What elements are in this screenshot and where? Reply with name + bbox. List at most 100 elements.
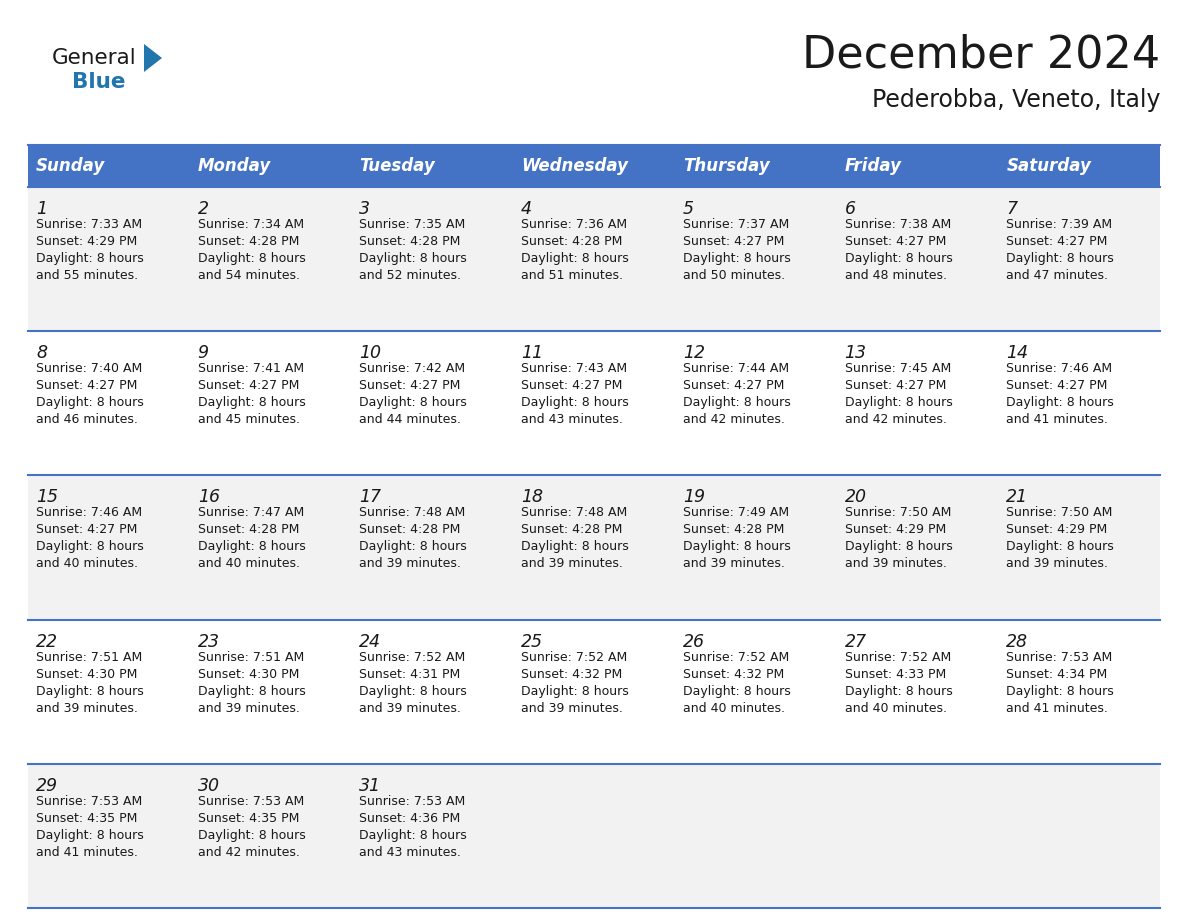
Text: Daylight: 8 hours: Daylight: 8 hours	[360, 829, 467, 842]
Text: and 40 minutes.: and 40 minutes.	[197, 557, 299, 570]
Text: Daylight: 8 hours: Daylight: 8 hours	[683, 397, 790, 409]
Text: 8: 8	[36, 344, 48, 363]
Text: Daylight: 8 hours: Daylight: 8 hours	[36, 252, 144, 265]
Text: Daylight: 8 hours: Daylight: 8 hours	[1006, 252, 1114, 265]
Text: and 45 minutes.: and 45 minutes.	[197, 413, 299, 426]
Text: Daylight: 8 hours: Daylight: 8 hours	[1006, 397, 1114, 409]
Text: 21: 21	[1006, 488, 1029, 507]
Text: Sunset: 4:30 PM: Sunset: 4:30 PM	[36, 667, 138, 680]
Bar	[675, 620, 836, 764]
Text: Sunrise: 7:40 AM: Sunrise: 7:40 AM	[36, 363, 143, 375]
Text: Monday: Monday	[197, 157, 271, 175]
Text: and 39 minutes.: and 39 minutes.	[360, 557, 461, 570]
Text: Sunrise: 7:53 AM: Sunrise: 7:53 AM	[197, 795, 304, 808]
Text: 12: 12	[683, 344, 704, 363]
Text: Daylight: 8 hours: Daylight: 8 hours	[360, 541, 467, 554]
Text: and 47 minutes.: and 47 minutes.	[1006, 269, 1108, 282]
Text: Daylight: 8 hours: Daylight: 8 hours	[1006, 541, 1114, 554]
Text: 9: 9	[197, 344, 209, 363]
Text: Daylight: 8 hours: Daylight: 8 hours	[197, 829, 305, 842]
Text: 30: 30	[197, 777, 220, 795]
Text: Sunrise: 7:47 AM: Sunrise: 7:47 AM	[197, 507, 304, 520]
Text: 5: 5	[683, 200, 694, 218]
Bar	[29, 764, 190, 908]
Text: Sunrise: 7:52 AM: Sunrise: 7:52 AM	[845, 651, 950, 664]
Text: Wednesday: Wednesday	[522, 157, 628, 175]
Text: Blue: Blue	[72, 72, 126, 92]
Text: 3: 3	[360, 200, 371, 218]
Text: and 40 minutes.: and 40 minutes.	[683, 701, 785, 714]
Text: and 50 minutes.: and 50 minutes.	[683, 269, 785, 282]
Bar	[190, 620, 352, 764]
Text: Sunrise: 7:53 AM: Sunrise: 7:53 AM	[36, 795, 143, 808]
Bar	[352, 145, 513, 187]
Text: 16: 16	[197, 488, 220, 507]
Text: Daylight: 8 hours: Daylight: 8 hours	[360, 397, 467, 409]
Text: Sunset: 4:35 PM: Sunset: 4:35 PM	[36, 812, 138, 824]
Text: Sunrise: 7:46 AM: Sunrise: 7:46 AM	[1006, 363, 1112, 375]
Text: Sunset: 4:27 PM: Sunset: 4:27 PM	[360, 379, 461, 392]
Bar	[836, 620, 998, 764]
Text: Saturday: Saturday	[1006, 157, 1091, 175]
Bar	[29, 476, 190, 620]
Text: Sunset: 4:29 PM: Sunset: 4:29 PM	[36, 235, 138, 248]
Text: Daylight: 8 hours: Daylight: 8 hours	[197, 541, 305, 554]
Bar	[352, 331, 513, 476]
Bar	[352, 620, 513, 764]
Text: 23: 23	[197, 633, 220, 651]
Bar	[352, 187, 513, 331]
Text: and 39 minutes.: and 39 minutes.	[683, 557, 785, 570]
Text: Sunrise: 7:34 AM: Sunrise: 7:34 AM	[197, 218, 304, 231]
Text: Sunset: 4:28 PM: Sunset: 4:28 PM	[360, 523, 461, 536]
Text: and 39 minutes.: and 39 minutes.	[36, 701, 138, 714]
Text: Daylight: 8 hours: Daylight: 8 hours	[522, 541, 628, 554]
Bar	[513, 187, 675, 331]
Text: Thursday: Thursday	[683, 157, 770, 175]
Text: Daylight: 8 hours: Daylight: 8 hours	[197, 252, 305, 265]
Text: Sunrise: 7:45 AM: Sunrise: 7:45 AM	[845, 363, 950, 375]
Text: Sunset: 4:30 PM: Sunset: 4:30 PM	[197, 667, 299, 680]
Text: Sunset: 4:33 PM: Sunset: 4:33 PM	[845, 667, 946, 680]
Text: and 48 minutes.: and 48 minutes.	[845, 269, 947, 282]
Bar	[513, 331, 675, 476]
Text: 14: 14	[1006, 344, 1029, 363]
Text: Daylight: 8 hours: Daylight: 8 hours	[36, 829, 144, 842]
Text: and 39 minutes.: and 39 minutes.	[522, 557, 623, 570]
Text: Sunday: Sunday	[36, 157, 106, 175]
Bar	[190, 764, 352, 908]
Text: Sunset: 4:27 PM: Sunset: 4:27 PM	[197, 379, 299, 392]
Text: Friday: Friday	[845, 157, 902, 175]
Text: Sunset: 4:28 PM: Sunset: 4:28 PM	[522, 523, 623, 536]
Text: Sunset: 4:32 PM: Sunset: 4:32 PM	[683, 667, 784, 680]
Text: Daylight: 8 hours: Daylight: 8 hours	[197, 685, 305, 698]
Text: and 41 minutes.: and 41 minutes.	[1006, 413, 1108, 426]
Bar	[675, 187, 836, 331]
Text: Sunset: 4:29 PM: Sunset: 4:29 PM	[1006, 523, 1107, 536]
Text: Daylight: 8 hours: Daylight: 8 hours	[522, 252, 628, 265]
Text: and 39 minutes.: and 39 minutes.	[845, 557, 947, 570]
Text: Sunset: 4:27 PM: Sunset: 4:27 PM	[845, 235, 946, 248]
Bar	[675, 476, 836, 620]
Text: December 2024: December 2024	[802, 33, 1159, 76]
Text: and 39 minutes.: and 39 minutes.	[197, 701, 299, 714]
Bar	[836, 476, 998, 620]
Bar	[836, 331, 998, 476]
Text: 18: 18	[522, 488, 543, 507]
Text: 13: 13	[845, 344, 866, 363]
Text: and 43 minutes.: and 43 minutes.	[360, 845, 461, 859]
Bar	[998, 620, 1159, 764]
Bar	[998, 476, 1159, 620]
Bar	[513, 145, 675, 187]
Text: and 41 minutes.: and 41 minutes.	[36, 845, 138, 859]
Text: 10: 10	[360, 344, 381, 363]
Bar	[513, 764, 675, 908]
Text: and 42 minutes.: and 42 minutes.	[683, 413, 785, 426]
Bar	[513, 476, 675, 620]
Text: Daylight: 8 hours: Daylight: 8 hours	[522, 397, 628, 409]
Polygon shape	[144, 44, 162, 72]
Text: Daylight: 8 hours: Daylight: 8 hours	[845, 252, 953, 265]
Text: Sunset: 4:27 PM: Sunset: 4:27 PM	[36, 523, 138, 536]
Text: Daylight: 8 hours: Daylight: 8 hours	[845, 397, 953, 409]
Text: 28: 28	[1006, 633, 1029, 651]
Bar	[352, 764, 513, 908]
